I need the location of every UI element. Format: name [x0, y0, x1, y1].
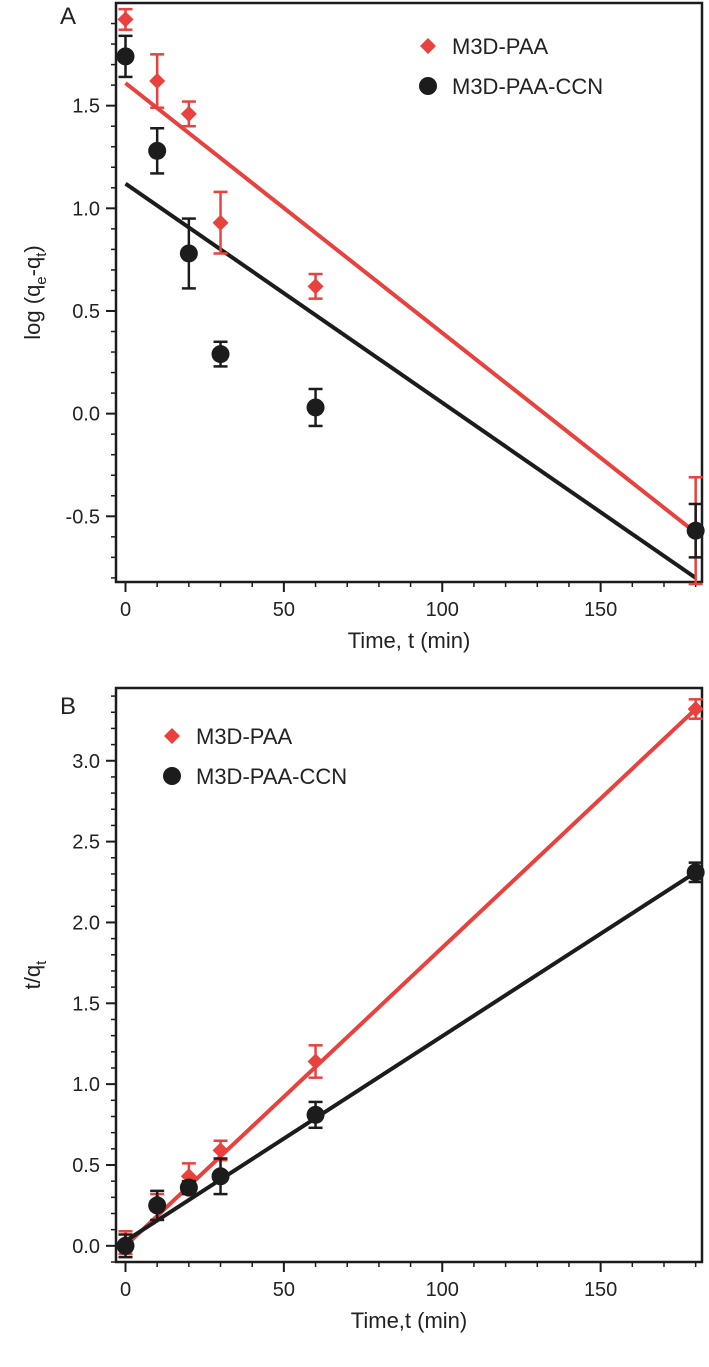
data-point-m3d-paa-ccn	[116, 47, 135, 66]
x-tick-label: 150	[584, 599, 617, 621]
y-axis-title-subscript: e	[33, 276, 50, 284]
y-tick-label: 1.5	[72, 96, 100, 118]
fit-line-m3d-paa	[124, 81, 697, 535]
y-axis-title: log (qe-qt)	[20, 245, 50, 339]
data-point-m3d-paa	[212, 214, 229, 231]
data-point-m3d-paa-ccn	[148, 141, 167, 160]
y-tick-label: 0.5	[72, 301, 100, 323]
x-tick-label: 0	[120, 599, 131, 621]
y-axis-title-subscript: t	[33, 960, 50, 965]
plot-frame	[114, 686, 704, 1264]
data-point-m3d-paa-ccn	[686, 863, 705, 882]
x-tick-label: 50	[273, 1279, 295, 1301]
legend-label: M3D-PAA-CCN	[196, 764, 347, 789]
data-point-m3d-paa-ccn	[211, 345, 230, 364]
y-tick-label: -0.5	[66, 506, 100, 528]
y-tick-label: 2.0	[72, 912, 100, 934]
data-point-m3d-paa-ccn	[179, 1178, 198, 1197]
legend-marker-m3d-paa-ccn	[163, 767, 181, 785]
y-tick-label: 2.5	[72, 832, 100, 854]
fit-line-m3d-paa-ccn	[124, 182, 697, 580]
y-tick-label: 1.0	[72, 198, 100, 220]
data-point-m3d-paa-ccn	[148, 1196, 167, 1215]
y-axis-title-part: -q	[20, 257, 45, 277]
data-point-m3d-paa-ccn	[306, 1105, 325, 1124]
x-tick-label: 0	[120, 1279, 131, 1301]
plot-frame	[114, 1, 704, 584]
data-point-m3d-paa-ccn	[116, 1236, 135, 1255]
legend-marker-m3d-paa-ccn	[419, 77, 437, 95]
data-point-m3d-paa-ccn	[211, 1167, 230, 1186]
data-point-m3d-paa-ccn	[306, 398, 325, 417]
y-axis-title-part: log (q	[20, 285, 45, 340]
legend-label: M3D-PAA	[196, 724, 292, 749]
x-tick-label: 50	[273, 599, 295, 621]
legend-label: M3D-PAA-CCN	[452, 74, 603, 99]
y-axis-title-subscript: t	[33, 252, 50, 257]
panel-a-chart: A 0 50 100 150 -0.5 0.0 0.5 1.0 1.5 Time, t (min) l…	[20, 1, 705, 653]
legend-marker-m3d-paa	[420, 38, 436, 54]
y-axis-title-part: t/q	[20, 965, 45, 989]
data-point-m3d-paa	[149, 73, 166, 90]
x-tick-label: 150	[584, 1279, 617, 1301]
legend-label: M3D-PAA	[452, 34, 548, 59]
panel-letter: A	[60, 3, 76, 30]
data-point-m3d-paa	[180, 105, 197, 122]
data-point-m3d-paa-ccn	[686, 521, 705, 540]
y-tick-label: 0.0	[72, 404, 100, 426]
x-tick-label: 100	[426, 1279, 459, 1301]
data-point-m3d-paa	[212, 1142, 229, 1159]
y-tick-label: 0.0	[72, 1236, 100, 1258]
fit-line-m3d-paa	[124, 707, 698, 1248]
y-axis-title-part: )	[20, 245, 45, 252]
fit-line-m3d-paa-ccn	[124, 870, 697, 1243]
y-tick-label: 1.5	[72, 993, 100, 1015]
y-tick-label: 0.5	[72, 1155, 100, 1177]
y-tick-label: 1.0	[72, 1074, 100, 1096]
data-point-m3d-paa	[687, 701, 704, 718]
x-tick-label: 100	[426, 599, 459, 621]
data-point-m3d-paa-ccn	[179, 244, 198, 263]
data-point-m3d-paa	[307, 278, 324, 295]
legend-marker-m3d-paa	[164, 728, 180, 744]
y-axis-title: t/qt	[20, 960, 50, 989]
x-axis-title: Time, t (min)	[348, 628, 471, 653]
x-axis-title: Time,t (min)	[351, 1308, 468, 1333]
data-point-m3d-paa	[307, 1053, 324, 1070]
panel-b-chart: B 0 50 100 150 0.0 0.5 1.0 1.5 2.0 2.5 3.0 Time,t (m…	[20, 686, 705, 1333]
panel-letter: B	[60, 693, 76, 720]
y-tick-label: 3.0	[72, 751, 100, 773]
data-point-m3d-paa	[117, 11, 134, 28]
